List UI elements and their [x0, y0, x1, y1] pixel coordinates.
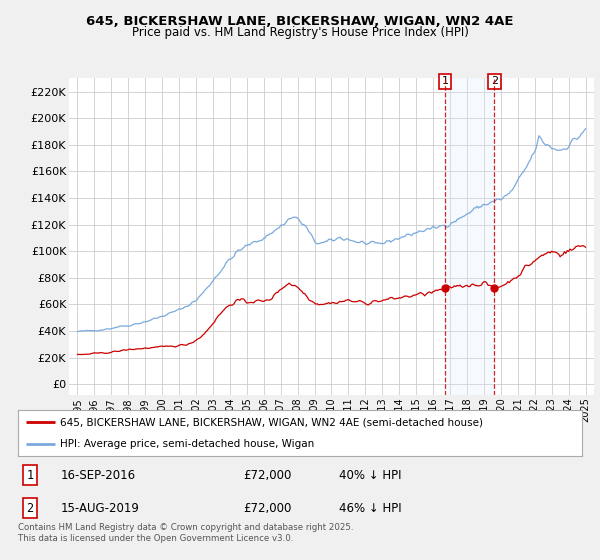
Text: 15-AUG-2019: 15-AUG-2019 — [60, 502, 139, 515]
Text: 16-SEP-2016: 16-SEP-2016 — [60, 469, 136, 482]
Text: Price paid vs. HM Land Registry's House Price Index (HPI): Price paid vs. HM Land Registry's House … — [131, 26, 469, 39]
Text: 645, BICKERSHAW LANE, BICKERSHAW, WIGAN, WN2 4AE: 645, BICKERSHAW LANE, BICKERSHAW, WIGAN,… — [86, 15, 514, 28]
Text: HPI: Average price, semi-detached house, Wigan: HPI: Average price, semi-detached house,… — [60, 439, 314, 449]
Text: 1: 1 — [442, 76, 449, 86]
Text: 2: 2 — [26, 502, 34, 515]
Text: 40% ↓ HPI: 40% ↓ HPI — [340, 469, 402, 482]
Text: 2: 2 — [491, 76, 498, 86]
Text: 645, BICKERSHAW LANE, BICKERSHAW, WIGAN, WN2 4AE (semi-detached house): 645, BICKERSHAW LANE, BICKERSHAW, WIGAN,… — [60, 417, 484, 427]
Text: £72,000: £72,000 — [244, 502, 292, 515]
Text: Contains HM Land Registry data © Crown copyright and database right 2025.
This d: Contains HM Land Registry data © Crown c… — [18, 524, 353, 543]
Text: 46% ↓ HPI: 46% ↓ HPI — [340, 502, 402, 515]
Text: 1: 1 — [26, 469, 34, 482]
Text: £72,000: £72,000 — [244, 469, 292, 482]
Bar — [445, 78, 494, 395]
